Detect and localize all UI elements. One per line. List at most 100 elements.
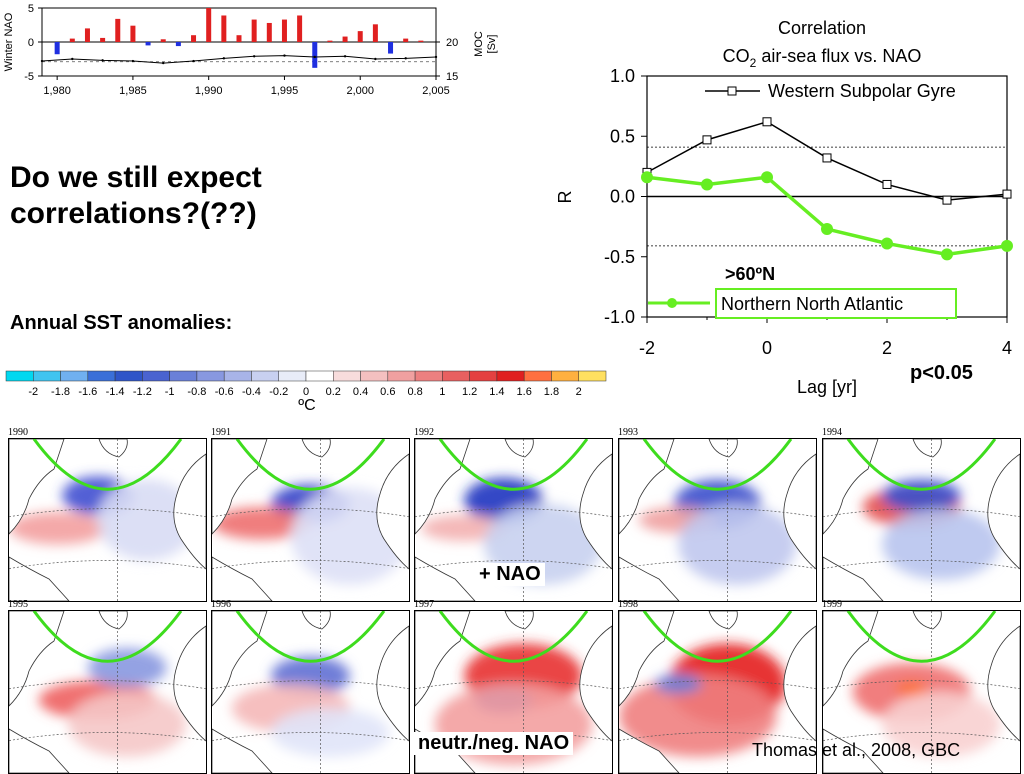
corr-x-axis-label: Lag [yr] xyxy=(797,377,857,397)
graticule xyxy=(212,560,409,569)
latitude-60n-arc xyxy=(235,439,386,491)
moc-point xyxy=(252,55,256,58)
moc-point xyxy=(71,57,74,61)
colorbar-label: 0.6 xyxy=(380,386,395,398)
south-coast-land xyxy=(415,556,476,601)
legend-box-nna xyxy=(715,288,957,319)
north-america-land xyxy=(9,611,65,707)
nao-bar xyxy=(342,36,348,42)
moc-point xyxy=(374,57,377,61)
south-coast-land xyxy=(823,556,884,601)
graticule xyxy=(823,560,1020,569)
corr-x-tick-label: 4 xyxy=(1002,338,1012,358)
sst-map xyxy=(211,610,410,774)
point-nna xyxy=(641,171,653,184)
moc-point xyxy=(40,59,44,63)
corr-y-axis-label: R xyxy=(555,191,575,204)
colorbar-label: 0.8 xyxy=(407,386,422,398)
nao-y-tick-label: 0 xyxy=(28,37,34,49)
sst-map xyxy=(414,438,613,602)
nao-bar xyxy=(418,40,424,42)
colorbar-cell xyxy=(278,370,307,382)
sst-anomaly xyxy=(97,479,197,561)
graticule xyxy=(619,508,816,518)
sst-map xyxy=(8,438,207,602)
sst-anomaly xyxy=(9,511,108,545)
europe-africa-land xyxy=(376,453,409,570)
sst-anomaly-field xyxy=(619,643,787,757)
europe-africa-land xyxy=(783,453,816,570)
point-wsg xyxy=(762,117,772,127)
greenland-land xyxy=(98,611,128,630)
sst-anomaly xyxy=(678,503,797,585)
colorbar-label: 1.6 xyxy=(517,386,532,398)
colorbar-label: 1.4 xyxy=(489,386,504,398)
graticule xyxy=(212,680,409,690)
nao-y-tick-label: 5 xyxy=(28,3,34,15)
corr-legend: Western Subpolar Gyre Northern North Atl… xyxy=(648,81,957,319)
colorbar-cell xyxy=(33,370,61,382)
colorbar-cell xyxy=(251,370,279,382)
point-nna xyxy=(701,178,713,191)
nao-bar xyxy=(130,25,136,42)
point-wsg xyxy=(882,179,892,189)
corr-x-tick-label: 0 xyxy=(762,338,772,358)
colorbar-label: -1.4 xyxy=(106,386,125,398)
north-america-land xyxy=(619,611,675,707)
colorbar-label: -1 xyxy=(165,386,175,398)
nao-bar xyxy=(160,39,166,42)
graticule xyxy=(415,560,612,569)
moc-point xyxy=(434,55,438,59)
nao-bar xyxy=(266,22,272,42)
graticule xyxy=(9,680,206,690)
colorbar: -2 -1.8 -1.6 -1.4 -1.2 -1 -0.8 -0.6 -0.4 -0.2 0 0.2… xyxy=(5,370,607,414)
legend-marker-nna xyxy=(667,298,677,308)
graticule xyxy=(9,508,206,518)
greenland-land xyxy=(301,611,331,630)
point-wsg xyxy=(942,195,952,205)
moc-point xyxy=(101,59,104,62)
map-year-label: 1990 xyxy=(8,427,28,438)
nao-bar xyxy=(191,35,197,42)
latitude-60n-arc xyxy=(32,611,183,663)
greenland-land xyxy=(912,439,942,458)
graticule xyxy=(415,680,612,690)
europe-africa-land xyxy=(376,625,409,742)
latitude-60n-arc xyxy=(846,439,997,491)
moc-point xyxy=(404,57,407,60)
point-wsg xyxy=(1002,189,1012,199)
north-america-land xyxy=(212,439,268,535)
point-wsg xyxy=(702,135,712,145)
nao-bar xyxy=(251,19,257,42)
colorbar-label: -2 xyxy=(28,386,38,398)
sst-anomaly xyxy=(882,479,961,512)
legend-marker-wsg xyxy=(727,86,737,96)
graticule xyxy=(212,508,409,518)
corr-x-tick-label: -2 xyxy=(639,338,655,358)
p-value-label: p<0.05 xyxy=(910,362,973,384)
point-wsg xyxy=(822,153,832,163)
nao-bar xyxy=(403,38,409,42)
neutral-negative-nao-label: neutr./neg. NAO xyxy=(414,732,574,755)
nao-x-tick-label: 1,990 xyxy=(195,85,223,97)
map-year-label: 1995 xyxy=(8,599,28,610)
point-nna xyxy=(941,248,953,261)
north-america-land xyxy=(823,439,879,535)
moc-axis-label-line1: MOC xyxy=(473,31,485,57)
citation: Thomas et al., 2008, GBC xyxy=(752,740,961,760)
nao-bar xyxy=(69,38,75,42)
colorbar-label: 0.4 xyxy=(353,386,368,398)
colorbar-cell xyxy=(578,370,607,382)
nao-y-tick-label: -5 xyxy=(24,71,34,83)
map-year-label: 1999 xyxy=(822,599,842,610)
sst-anomaly xyxy=(87,648,167,688)
colorbar-cell xyxy=(142,370,170,382)
map-year-label: 1998 xyxy=(618,599,638,610)
europe-africa-land xyxy=(987,625,1020,742)
map-year-label: 1992 xyxy=(414,427,434,438)
colorbar-label: -0.2 xyxy=(269,386,288,398)
colorbar-cell xyxy=(360,370,389,382)
graticule xyxy=(823,680,1020,690)
colorbar-label: -0.6 xyxy=(215,386,234,398)
graticule xyxy=(823,508,1020,518)
